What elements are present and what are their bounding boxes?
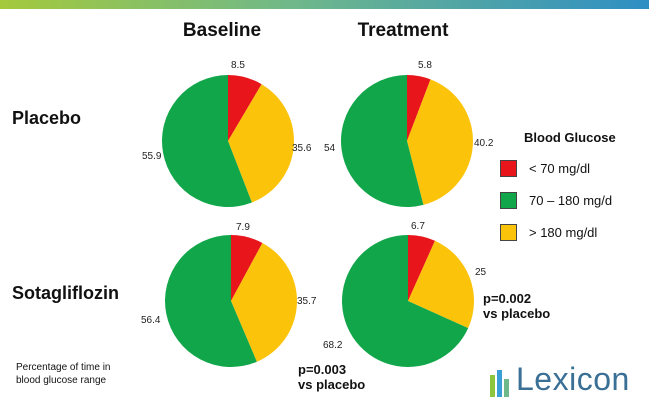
logo-mark-icon bbox=[490, 370, 509, 397]
footnote: Percentage of time in blood glucose rang… bbox=[16, 361, 111, 387]
legend-swatch-low bbox=[500, 159, 517, 177]
pie-data-label: 35.7 bbox=[297, 296, 317, 307]
pie-data-label: 6.7 bbox=[411, 221, 425, 232]
row-title-sotagliflozin: Sotagliflozin bbox=[12, 283, 119, 303]
pie-slice-low bbox=[408, 235, 435, 301]
pie-data-label: 40.2 bbox=[474, 138, 494, 149]
pie-slice-range bbox=[164, 235, 257, 367]
footnote-line2: blood glucose range bbox=[16, 375, 107, 386]
lexicon-logo: Lexicon bbox=[488, 359, 633, 399]
row-title-placebo: Placebo bbox=[12, 108, 82, 128]
pie-data-label: 5.8 bbox=[418, 60, 432, 71]
logo-text: Lexicon bbox=[516, 361, 630, 397]
legend-item-low: < 70 mg/dl bbox=[500, 159, 616, 177]
pie-slice-low bbox=[228, 75, 262, 141]
column-title-treatment: Treatment bbox=[357, 20, 449, 41]
pie-data-label: 25 bbox=[475, 267, 487, 278]
pie-slice-high bbox=[228, 84, 294, 203]
pie-data-label: 7.9 bbox=[236, 222, 250, 233]
legend-label-high: > 180 mg/dl bbox=[529, 224, 598, 240]
header-gradient-bar bbox=[0, 0, 649, 9]
pie-slice-low bbox=[231, 235, 263, 301]
pie-data-label: 54 bbox=[324, 143, 336, 154]
pie-placebo-treatment: 5.8 54 40.2 bbox=[324, 60, 494, 207]
pie-slice-range bbox=[342, 235, 469, 368]
pie-data-label: 55.9 bbox=[142, 151, 162, 162]
p-value-baseline: p=0.003 vs placebo bbox=[298, 362, 365, 392]
pie-data-label: 35.6 bbox=[292, 143, 312, 154]
p-value-baseline-line2: vs placebo bbox=[298, 377, 366, 392]
footnote-line1: Percentage of time in bbox=[16, 362, 111, 373]
pie-slice-high bbox=[408, 240, 474, 329]
pie-sotagliflozin-baseline: 7.9 56.4 35.7 bbox=[141, 222, 317, 367]
pie-sotagliflozin-treatment: 6.7 68.2 25 bbox=[323, 221, 487, 368]
legend-label-low: < 70 mg/dl bbox=[529, 160, 591, 176]
pie-data-label: 8.5 bbox=[231, 60, 245, 71]
pie-data-label: 56.4 bbox=[141, 315, 161, 326]
column-title-baseline: Baseline bbox=[182, 20, 262, 41]
legend-label-range: 70 – 180 mg/d bbox=[529, 192, 613, 208]
p-value-treatment-line1: p=0.002 bbox=[483, 291, 532, 306]
pie-slice-range bbox=[162, 75, 252, 208]
pie-slice-low bbox=[407, 75, 431, 141]
legend-swatch-range bbox=[500, 191, 517, 209]
p-value-treatment: p=0.002 vs placebo bbox=[483, 291, 550, 321]
pie-slice-high bbox=[231, 242, 297, 362]
pie-data-label: 68.2 bbox=[323, 340, 343, 351]
legend-item-range: 70 – 180 mg/d bbox=[500, 191, 616, 209]
p-value-treatment-line2: vs placebo bbox=[483, 306, 551, 321]
pie-slice-high bbox=[407, 79, 474, 205]
pie-slice-range bbox=[341, 75, 424, 207]
legend-title: Blood Glucose bbox=[524, 130, 616, 145]
pie-placebo-baseline: 8.5 55.9 35.6 bbox=[142, 60, 312, 208]
legend-swatch-high bbox=[500, 223, 517, 241]
p-value-baseline-line1: p=0.003 bbox=[298, 362, 347, 377]
legend: Blood Glucose < 70 mg/dl 70 – 180 mg/d >… bbox=[500, 130, 616, 255]
legend-item-high: > 180 mg/dl bbox=[500, 223, 616, 241]
